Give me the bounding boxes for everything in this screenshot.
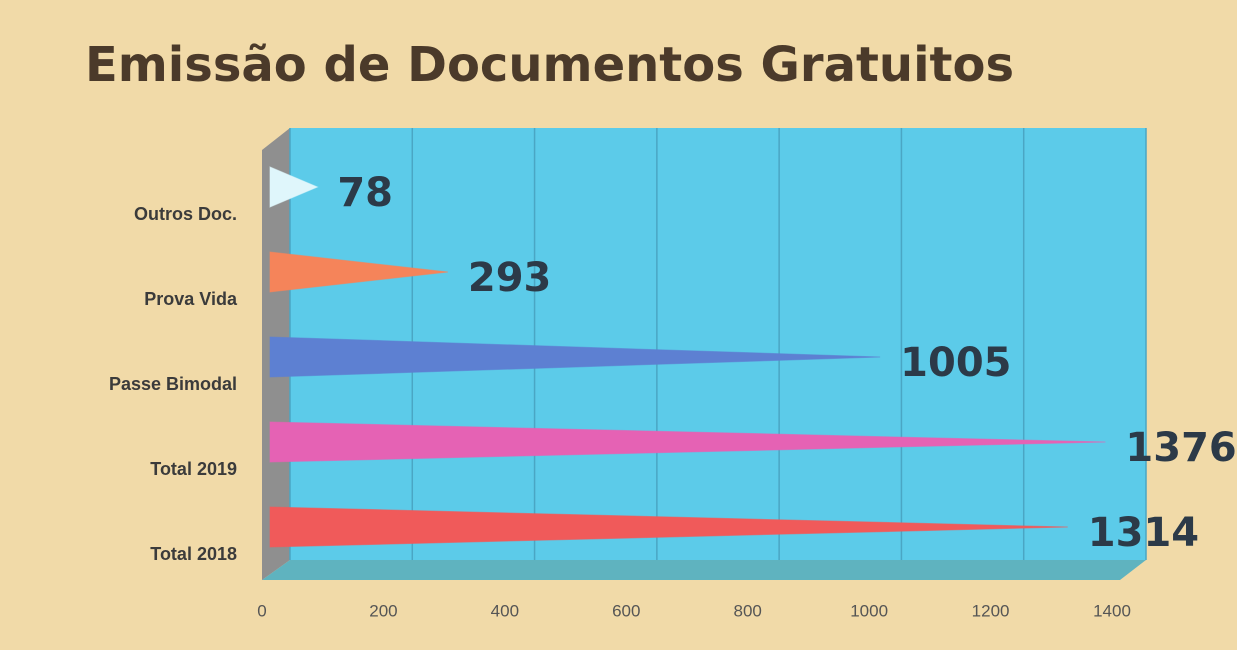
y-tick-label: Outros Doc. — [134, 204, 237, 224]
bar — [269, 506, 1068, 548]
x-tick-label: 200 — [369, 601, 397, 620]
value-label: 1314 — [1088, 510, 1199, 556]
x-tick-label: 600 — [612, 601, 640, 620]
value-label: 1005 — [900, 340, 1011, 386]
x-tick-label: 1000 — [850, 601, 888, 620]
x-tick-label: 1200 — [972, 601, 1010, 620]
y-tick-label: Total 2019 — [150, 459, 237, 479]
x-tick-label: 1400 — [1093, 601, 1131, 620]
value-label: 1376 — [1125, 425, 1236, 471]
value-label: 78 — [337, 170, 393, 216]
value-label: 293 — [468, 255, 551, 301]
chart-title: Emissão de Documentos Gratuitos — [85, 37, 1014, 93]
x-tick-label: 0 — [257, 601, 266, 620]
y-tick-label: Prova Vida — [144, 289, 238, 309]
y-tick-label: Total 2018 — [150, 544, 237, 564]
floor — [262, 560, 1146, 580]
y-tick-label: Passe Bimodal — [109, 374, 237, 394]
x-tick-label: 800 — [734, 601, 762, 620]
x-tick-label: 400 — [491, 601, 519, 620]
bar — [269, 421, 1106, 463]
bar — [269, 336, 881, 378]
bar — [269, 166, 319, 208]
bar — [269, 251, 448, 293]
